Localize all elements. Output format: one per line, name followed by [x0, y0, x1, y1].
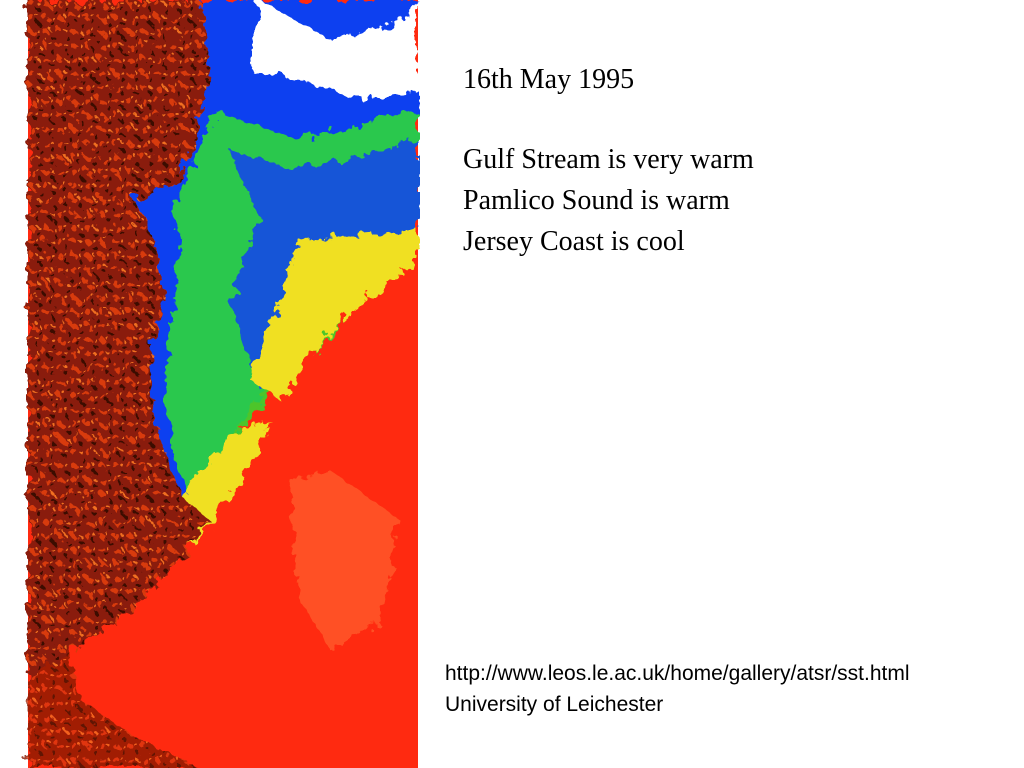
- date: 16th May 1995: [463, 64, 635, 95]
- clouds: [250, 0, 418, 100]
- note: Gulf Stream is very warm: [463, 144, 754, 175]
- note: Jersey Coast is cool: [463, 226, 685, 257]
- warm-swirl: [290, 470, 400, 650]
- warm-edge: [250, 230, 418, 400]
- source-url: http://www.leos.le.ac.uk/home/gallery/at…: [445, 662, 910, 685]
- note: Pamlico Sound is warm: [463, 185, 730, 216]
- source-name: University of Leichester: [445, 693, 664, 716]
- satellite-image: [28, 0, 418, 768]
- land-south: [28, 650, 200, 768]
- land: [28, 0, 210, 680]
